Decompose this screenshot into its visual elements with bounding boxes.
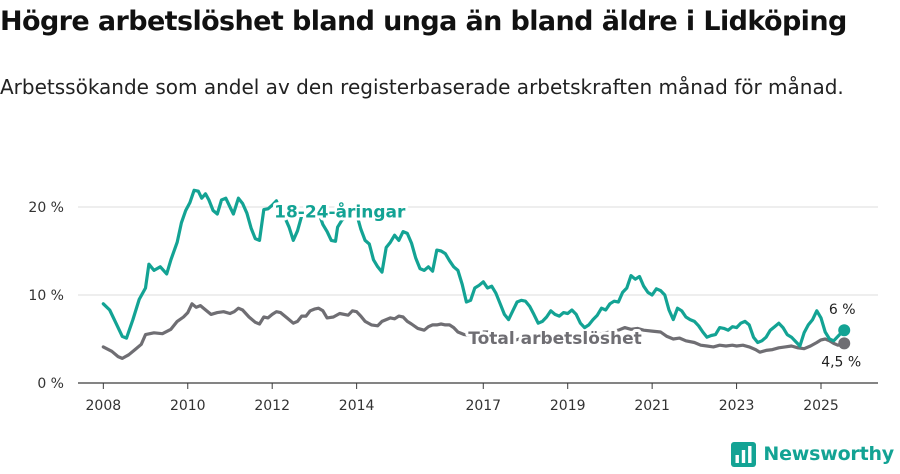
x-tick-label: 2014 <box>339 398 375 414</box>
bar-chart-logo-icon <box>731 441 757 467</box>
x-tick-label: 2008 <box>86 398 122 414</box>
page-title: Högre arbetslöshet bland unga än bland ä… <box>0 6 847 37</box>
y-tick-label: 20 % <box>28 200 64 216</box>
x-tick-label: 2023 <box>719 398 755 414</box>
series-label-total: Total arbetslöshet <box>468 329 642 349</box>
series-end-marker-youth <box>838 324 851 337</box>
x-tick-label: 2010 <box>170 398 206 414</box>
brand-name: Newsworthy <box>763 443 894 465</box>
y-tick-label: 0 % <box>37 376 64 392</box>
y-tick-label: 10 % <box>28 288 64 304</box>
series-line-total <box>101 302 846 360</box>
x-tick-label: 2017 <box>465 398 501 414</box>
series-end-marker-total <box>838 337 851 350</box>
page-subtitle: Arbetssökande som andel av den registerb… <box>0 75 844 99</box>
series-label-youth: 18-24-åringar <box>274 200 406 222</box>
x-tick-label: 2019 <box>550 398 586 414</box>
x-tick-label: 2025 <box>803 398 839 414</box>
x-tick-label: 2012 <box>254 398 290 414</box>
series-line-youth <box>101 188 846 348</box>
brand-logo: Newsworthy <box>731 440 894 468</box>
end-value-label-total: 4,5 % <box>821 354 861 370</box>
x-tick-label: 2021 <box>634 398 670 414</box>
end-value-label-youth: 6 % <box>829 302 856 318</box>
